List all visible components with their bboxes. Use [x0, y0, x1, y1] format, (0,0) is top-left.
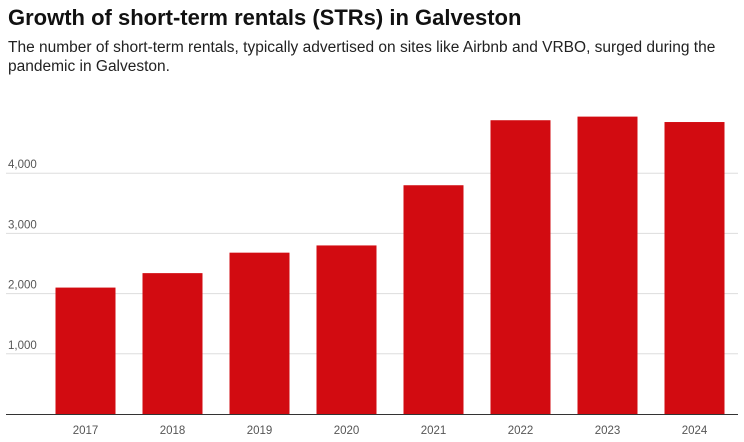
- x-tick-label: 2024: [682, 425, 708, 437]
- y-axis-ticks: 1,000 2,000 3,000 4,000: [8, 159, 37, 352]
- x-tick-label: 2019: [247, 425, 273, 437]
- chart-title: Growth of short-term rentals (STRs) in G…: [8, 5, 522, 30]
- y-tick-label: 1,000: [8, 340, 37, 352]
- x-tick-label: 2018: [160, 425, 186, 437]
- x-tick-label: 2020: [334, 425, 360, 437]
- bar-2017: [55, 287, 116, 414]
- bar-2022: [490, 120, 551, 414]
- bar-2023: [577, 116, 638, 414]
- y-tick-label: 2,000: [8, 280, 37, 292]
- x-tick-label: 2021: [421, 425, 447, 437]
- bar-2024: [664, 122, 725, 414]
- x-axis-ticks: 2017 2018 2019 2020 2021 2022 2023 2024: [73, 425, 708, 437]
- chart-subtitle: The number of short-term rentals, typica…: [8, 39, 716, 75]
- x-tick-label: 2022: [508, 425, 534, 437]
- y-tick-label: 4,000: [8, 159, 37, 171]
- bar-2021: [403, 185, 464, 414]
- bar-2019: [229, 252, 290, 414]
- x-tick-label: 2017: [73, 425, 99, 437]
- bars: [55, 116, 725, 414]
- bar-2020: [316, 245, 377, 414]
- x-tick-label: 2023: [595, 425, 621, 437]
- bar-2018: [142, 273, 203, 414]
- y-tick-label: 3,000: [8, 219, 37, 231]
